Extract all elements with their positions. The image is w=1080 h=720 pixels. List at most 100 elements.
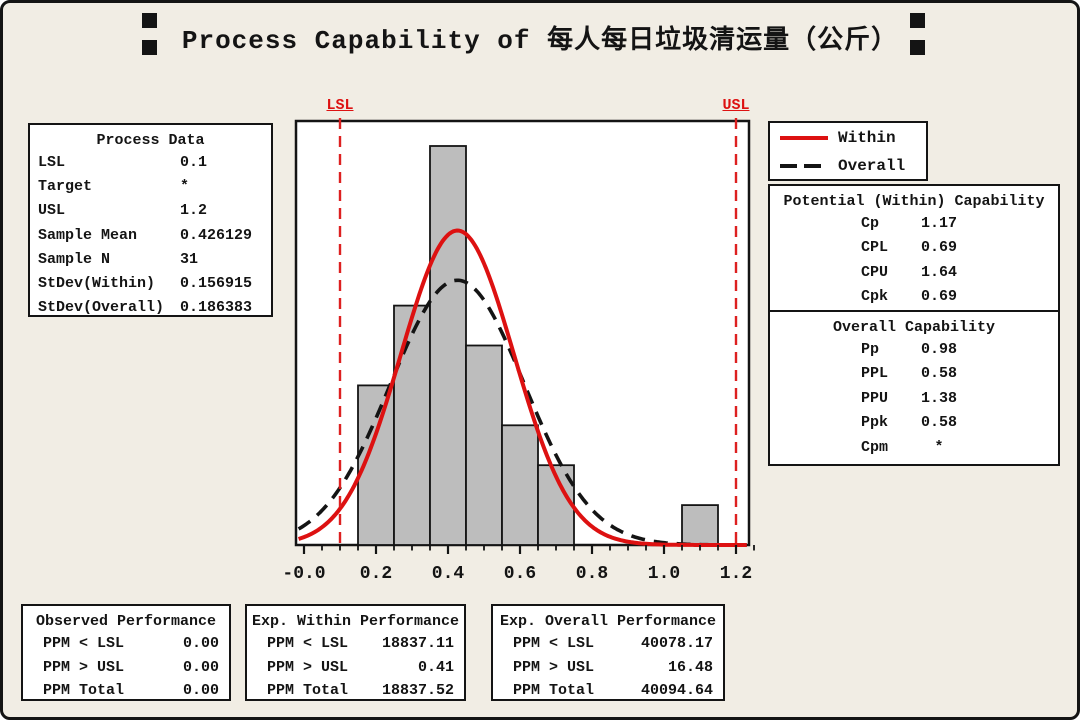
data-row: Sample Mean 0.426129	[30, 224, 271, 248]
data-row: Target *	[30, 175, 271, 199]
row-label: Cp	[861, 215, 880, 232]
row-label: Cpm	[861, 438, 889, 456]
row-label: StDev(Within)	[38, 275, 156, 293]
legend-label: Overall	[838, 157, 906, 175]
data-row: CPL 0.69	[770, 236, 1058, 260]
x-tick-label: 0.2	[360, 564, 392, 584]
data-row: PPM Total 18837.52	[247, 679, 464, 703]
row-value: 0.98	[920, 341, 957, 358]
selection-handle-bottom-left[interactable]	[142, 40, 157, 55]
data-row: USL 1.2	[30, 199, 271, 223]
selection-handle-top-left[interactable]	[142, 13, 157, 28]
exp-overall-performance-title: Exp. Overall Performance	[499, 613, 717, 630]
observed-performance-title: Observed Performance	[35, 613, 217, 630]
exp-overall-performance-box[interactable]: Exp. Overall Performance PPM < LSL 40078.…	[491, 604, 725, 701]
row-label: PPU	[861, 389, 889, 407]
row-label: PPM < LSL	[43, 635, 125, 652]
usl-label: USL	[722, 97, 750, 114]
row-value: 0.00	[182, 658, 219, 676]
selection-handle-top-right[interactable]	[910, 13, 925, 28]
overall-capability-box[interactable]: Overall Capability Pp 0.98 PPL 0.58 PPU 1.3…	[768, 310, 1060, 466]
data-row: StDev(Overall) 0.186383	[30, 296, 271, 320]
x-axis-ticks: -0.0 0.2 0.4 0.6 0.8 1.0 1.2	[282, 545, 755, 584]
process-data-box[interactable]: Process Data LSL 0.1 Target * USL 1.2 Sampl…	[28, 123, 273, 317]
overall-dash-icon	[780, 164, 828, 168]
within-line-icon	[780, 136, 828, 140]
data-row: Cpm *	[770, 436, 1058, 460]
row-label: PPM < LSL	[267, 635, 349, 652]
data-row: LSL 0.1	[30, 151, 271, 175]
exp-within-performance-title: Exp. Within Performance	[251, 613, 460, 630]
data-row: PPL 0.58	[770, 362, 1058, 386]
row-value: *	[180, 178, 190, 196]
data-row: PPU 1.38	[770, 387, 1058, 411]
data-row: Ppk 0.58	[770, 411, 1058, 435]
row-label: PPM < LSL	[513, 635, 595, 652]
row-label: PPM Total	[267, 682, 349, 700]
exp-within-performance-box[interactable]: Exp. Within Performance PPM < LSL 18837.1…	[245, 604, 466, 701]
graph-title[interactable]: Process Capability of 每人每日垃圾清运量（公斤）	[181, 26, 899, 56]
histogram-bar	[465, 344, 503, 546]
row-value: 0.58	[920, 414, 957, 432]
row-label: Sample N	[38, 250, 111, 268]
row-value: 31	[180, 250, 199, 268]
row-label: PPL	[861, 365, 889, 383]
x-tick-label: 0.8	[576, 564, 608, 584]
row-value: 0.41	[417, 658, 454, 676]
histogram-bar	[681, 504, 719, 546]
row-label: Sample Mean	[38, 226, 138, 244]
within-capability-title: Potential (Within) Capability	[783, 193, 1045, 210]
selection-handle-bottom-right[interactable]	[910, 40, 925, 55]
row-label: PPM Total	[43, 682, 125, 700]
row-value: 0.1	[180, 154, 208, 171]
row-value: 16.48	[667, 658, 713, 676]
process-data-title: Process Data	[96, 132, 205, 149]
row-value: 1.2	[180, 202, 208, 220]
row-label: Pp	[861, 341, 880, 358]
row-label: PPM > USL	[43, 658, 125, 676]
data-row: PPM > USL 0.41	[247, 656, 464, 680]
row-label: Target	[38, 178, 93, 196]
row-value: 18837.11	[381, 635, 454, 652]
row-value: 1.64	[920, 263, 957, 281]
data-row: Pp 0.98	[770, 338, 1058, 362]
row-label: LSL	[38, 154, 66, 171]
row-label: StDev(Overall)	[38, 299, 165, 317]
histogram-bar	[501, 424, 539, 546]
data-row: PPM < LSL 18837.11	[247, 632, 464, 656]
row-value: 0.58	[920, 365, 957, 383]
row-label: Cpk	[861, 288, 889, 306]
x-tick-label: 0.4	[432, 564, 465, 584]
x-tick-label: 1.0	[648, 564, 680, 584]
data-row: PPM > USL 16.48	[493, 656, 723, 680]
row-label: USL	[38, 202, 66, 220]
data-row: Cp 1.17	[770, 212, 1058, 236]
x-tick-label: -0.0	[282, 564, 325, 584]
data-row: PPM < LSL 0.00	[23, 632, 229, 656]
lsl-label: LSL	[326, 97, 354, 114]
row-value: 0.69	[920, 239, 957, 257]
row-label: CPU	[861, 263, 889, 281]
data-row: PPM < LSL 40078.17	[493, 632, 723, 656]
row-label: PPM > USL	[513, 658, 595, 676]
capability-histogram[interactable]: -0.0 0.2 0.4 0.6 0.8 1.0 1.2	[3, 3, 1080, 720]
row-value: 40094.64	[640, 682, 713, 700]
row-value: 0.69	[920, 288, 957, 306]
row-label: PPM Total	[513, 682, 595, 700]
x-tick-label: 1.2	[720, 564, 752, 584]
within-capability-box[interactable]: Potential (Within) Capability Cp 1.17 CPL…	[768, 184, 1060, 312]
legend-box[interactable]: Within Overall	[768, 121, 928, 181]
row-value: 0.186383	[180, 299, 253, 317]
observed-performance-box[interactable]: Observed Performance PPM < LSL 0.00 PPM >…	[21, 604, 231, 701]
data-row: PPM > USL 0.00	[23, 656, 229, 680]
data-row: PPM Total 0.00	[23, 679, 229, 703]
row-value: 0.00	[182, 635, 219, 652]
legend-item-within: Within	[770, 123, 926, 151]
row-value: 40078.17	[640, 635, 713, 652]
data-row: CPU 1.64	[770, 261, 1058, 285]
row-value: 1.38	[920, 389, 957, 407]
row-value: 0.426129	[180, 226, 253, 244]
legend-item-overall: Overall	[770, 151, 926, 179]
data-row: Sample N 31	[30, 248, 271, 272]
